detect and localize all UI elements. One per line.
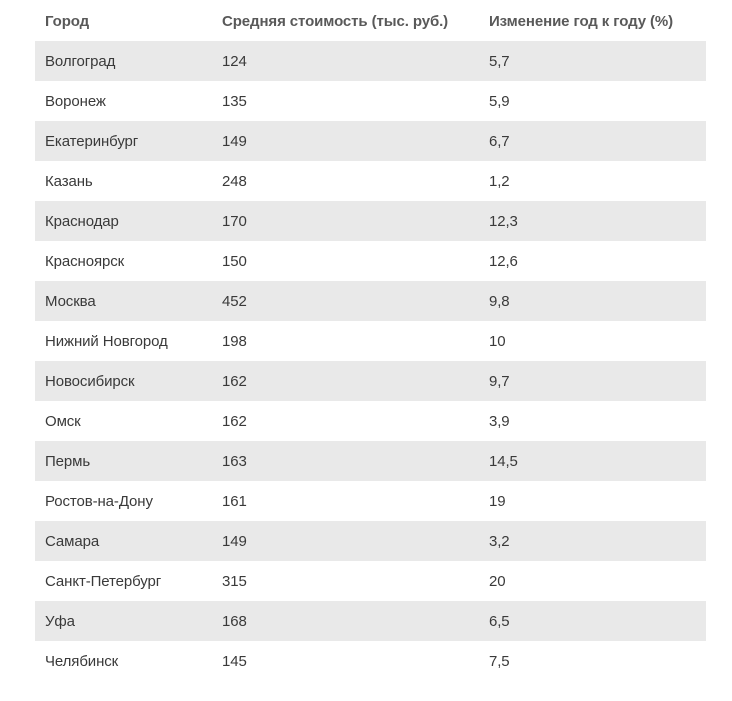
table-row: Волгоград 124 5,7 xyxy=(35,41,706,81)
cell-change: 10 xyxy=(489,332,506,350)
table-row: Воронеж 135 5,9 xyxy=(35,81,706,121)
column-header-price: Средняя стоимость (тыс. руб.) xyxy=(212,1,479,41)
cell-change: 5,9 xyxy=(489,92,510,110)
table-row: Ростов-на-Дону 161 19 xyxy=(35,481,706,521)
cell-price: 150 xyxy=(222,252,247,270)
cell-city: Краснодар xyxy=(45,212,119,230)
table-row: Казань 248 1,2 xyxy=(35,161,706,201)
cell-city: Волгоград xyxy=(45,52,116,70)
cell-city: Ростов-на-Дону xyxy=(45,492,153,510)
cell-change: 3,2 xyxy=(489,532,510,550)
cell-price: 198 xyxy=(222,332,247,350)
cell-change: 6,7 xyxy=(489,132,510,150)
cell-price: 162 xyxy=(222,372,247,390)
cell-price: 124 xyxy=(222,52,247,70)
cell-price: 149 xyxy=(222,132,247,150)
cell-city: Москва xyxy=(45,292,96,310)
cell-price: 149 xyxy=(222,532,247,550)
table-row: Красноярск 150 12,6 xyxy=(35,241,706,281)
cell-change: 19 xyxy=(489,492,506,510)
table-row: Санкт-Петербург 315 20 xyxy=(35,561,706,601)
table-row: Челябинск 145 7,5 xyxy=(35,641,706,681)
header-row: Город Средняя стоимость (тыс. руб.) Изме… xyxy=(35,1,706,41)
cell-city: Челябинск xyxy=(45,652,119,670)
cell-change: 9,8 xyxy=(489,292,510,310)
table-row: Нижний Новгород 198 10 xyxy=(35,321,706,361)
table-row: Пермь 163 14,5 xyxy=(35,441,706,481)
cell-price: 161 xyxy=(222,492,247,510)
cell-change: 3,9 xyxy=(489,412,510,430)
table-row: Екатеринбург 149 6,7 xyxy=(35,121,706,161)
city-prices-table-container: Город Средняя стоимость (тыс. руб.) Изме… xyxy=(35,1,706,681)
table-header: Город Средняя стоимость (тыс. руб.) Изме… xyxy=(35,1,706,41)
cell-change: 5,7 xyxy=(489,52,510,70)
cell-city: Самара xyxy=(45,532,100,550)
cell-price: 170 xyxy=(222,212,247,230)
cell-price: 163 xyxy=(222,452,247,470)
cell-price: 248 xyxy=(222,172,247,190)
column-header-change: Изменение год к году (%) xyxy=(479,1,706,41)
column-header-city: Город xyxy=(35,1,212,41)
cell-change: 1,2 xyxy=(489,172,510,190)
table-row: Уфа 168 6,5 xyxy=(35,601,706,641)
cell-city: Уфа xyxy=(45,612,75,630)
table-row: Москва 452 9,8 xyxy=(35,281,706,321)
cell-city: Казань xyxy=(45,172,93,190)
cell-price: 315 xyxy=(222,572,247,590)
cell-change: 7,5 xyxy=(489,652,510,670)
cell-change: 12,6 xyxy=(489,252,518,270)
cell-change: 20 xyxy=(489,572,506,590)
cell-city: Санкт-Петербург xyxy=(45,572,162,590)
cell-change: 14,5 xyxy=(489,452,518,470)
cell-change: 6,5 xyxy=(489,612,510,630)
table-row: Омск 162 3,9 xyxy=(35,401,706,441)
cell-city: Красноярск xyxy=(45,252,125,270)
table-row: Самара 149 3,2 xyxy=(35,521,706,561)
cell-city: Воронеж xyxy=(45,92,106,110)
cell-change: 12,3 xyxy=(489,212,518,230)
city-prices-table: Город Средняя стоимость (тыс. руб.) Изме… xyxy=(35,1,706,681)
cell-city: Новосибирск xyxy=(45,372,135,390)
cell-price: 135 xyxy=(222,92,247,110)
cell-city: Пермь xyxy=(45,452,91,470)
cell-price: 145 xyxy=(222,652,247,670)
cell-city: Екатеринбург xyxy=(45,132,139,150)
cell-city: Омск xyxy=(45,412,81,430)
cell-city: Нижний Новгород xyxy=(45,332,168,350)
table-row: Новосибирск 162 9,7 xyxy=(35,361,706,401)
cell-price: 452 xyxy=(222,292,247,310)
cell-change: 9,7 xyxy=(489,372,510,390)
table-body: Волгоград 124 5,7 Воронеж 135 5,9 Екатеринбург… xyxy=(35,41,706,681)
cell-price: 168 xyxy=(222,612,247,630)
cell-price: 162 xyxy=(222,412,247,430)
table-row: Краснодар 170 12,3 xyxy=(35,201,706,241)
